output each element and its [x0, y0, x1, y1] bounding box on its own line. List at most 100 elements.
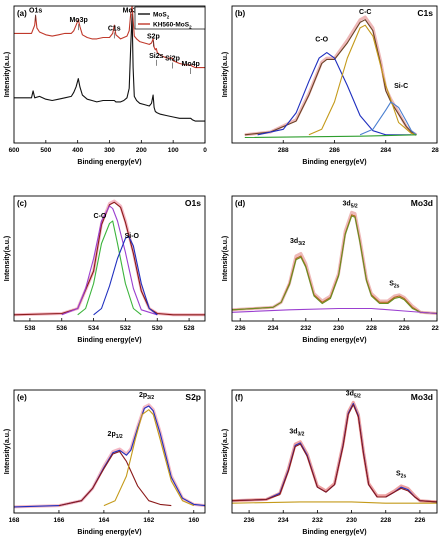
x-tick-label: 0: [203, 147, 207, 154]
x-axis-label: Binding energy(eV): [77, 529, 141, 536]
y-axis-label: Intensity(a.u.): [222, 236, 229, 282]
legend-entry: MoS2: [153, 12, 170, 20]
x-tick-label: 232: [312, 517, 323, 524]
peak-label: Si2p: [165, 56, 180, 63]
panel-label: (d): [235, 199, 246, 208]
x-tick-label: 234: [268, 325, 279, 332]
peak-label: Si-O: [125, 233, 140, 240]
x-tick-label: 160: [188, 517, 199, 524]
x-axis-label: Binding energy(eV): [77, 159, 141, 166]
x-tick-label: 100: [168, 147, 179, 154]
x-tick-label: 224: [432, 325, 439, 332]
panel-label: (f): [235, 393, 243, 402]
peak-label: 2p1/2: [108, 431, 123, 440]
series-line-5: [93, 235, 158, 316]
peak-label: Si-C: [394, 83, 408, 90]
panel-title: Mo3d: [411, 392, 433, 402]
peak-label: C-O: [315, 36, 328, 43]
plot-frame: [231, 5, 438, 144]
panel-title: S2p: [185, 392, 201, 402]
plot-frame: [13, 389, 206, 514]
series-line-3: [257, 52, 412, 136]
peak-label: S2p: [147, 34, 160, 41]
x-tick-label: 230: [346, 517, 357, 524]
peak-label: C1s: [108, 25, 121, 32]
peak-label: 3d3/2: [289, 429, 304, 438]
peak-label: 3d5/2: [343, 201, 358, 210]
peak-label: 2p3/2: [139, 392, 154, 401]
x-tick-label: 234: [278, 517, 289, 524]
y-axis-label: Intensity(a.u.): [222, 52, 229, 98]
series-line-1: [14, 13, 205, 122]
y-axis-label: Intensity(a.u.): [222, 429, 229, 475]
panel-title: C1s: [417, 8, 433, 18]
x-tick-label: 236: [235, 325, 246, 332]
x-tick-label: 226: [414, 517, 425, 524]
x-tick-label: 282: [432, 147, 439, 154]
x-axis-label: Binding energy(eV): [302, 529, 366, 536]
series-line-1: [231, 400, 438, 504]
peak-label: S2s: [389, 281, 399, 290]
x-tick-label: 528: [184, 325, 195, 332]
legend-box: [134, 6, 206, 30]
x-tick-label: 226: [399, 325, 410, 332]
series-line-2: [231, 214, 438, 315]
x-tick-label: 228: [366, 325, 377, 332]
series-line-3: [61, 205, 158, 316]
series-line-4: [231, 307, 438, 315]
x-tick-label: 536: [56, 325, 67, 332]
xps-panel-6: 236 234 232 230 228 226 Binding energy(eV) Inte…: [222, 389, 438, 536]
plot-frame: [13, 195, 206, 322]
x-tick-label: 530: [152, 325, 163, 332]
peak-label: C-C: [359, 9, 371, 16]
peak-label: C-O: [94, 213, 107, 220]
panel-title: O1s: [185, 198, 201, 208]
peak-label: O1s: [29, 8, 42, 15]
series-line-4: [103, 409, 195, 507]
xps-panel-3: 538 536 534 532 530 528 Binding energy(eV) Inte…: [4, 195, 206, 344]
plot-frame: [231, 389, 438, 514]
peak-label: Mo3d: [123, 8, 141, 15]
series-line-3: [231, 215, 438, 315]
series-line-5: [359, 101, 417, 136]
y-axis-label: Intensity(a.u.): [4, 236, 11, 282]
peak-label: Mo4p: [182, 61, 200, 68]
series-line-2: [14, 5, 205, 69]
x-tick-label: 162: [143, 517, 154, 524]
peak-label: Si2s: [149, 53, 164, 60]
series-line-1: [231, 210, 438, 315]
panel-label: (b): [235, 9, 246, 18]
series-line-1: [13, 403, 206, 509]
xps-panel-5: 168 166 164 162 160 Binding energy(eV) Intensi…: [4, 389, 206, 536]
x-tick-label: 532: [120, 325, 131, 332]
x-tick-label: 200: [136, 147, 147, 154]
series-line-1: [244, 15, 418, 137]
xps-panel-4: 236 234 232 230 228 226 224 Binding energy(eV) I…: [222, 195, 439, 344]
series-line-3: [231, 404, 438, 503]
series-line-2: [244, 19, 417, 136]
series-line-6: [244, 134, 417, 139]
series-line-1: [13, 199, 205, 317]
x-tick-label: 228: [380, 517, 391, 524]
x-tick-label: 236: [244, 517, 255, 524]
x-tick-label: 534: [88, 325, 99, 332]
x-tick-label: 286: [329, 147, 340, 154]
x-tick-label: 600: [9, 147, 20, 154]
x-axis-label: Binding energy(eV): [302, 159, 366, 166]
x-tick-label: 168: [9, 517, 20, 524]
xps-panel-2: 288 286 284 282 Binding energy(eV) Intensity(…: [222, 5, 439, 166]
x-tick-label: 166: [54, 517, 65, 524]
x-tick-label: 230: [333, 325, 344, 332]
panel-title: Mo3d: [411, 198, 433, 208]
legend-entry: KH560-MoS2: [153, 22, 192, 30]
x-tick-label: 232: [300, 325, 311, 332]
series-line-4: [231, 501, 437, 504]
x-tick-label: 164: [98, 517, 109, 524]
y-axis-label: Intensity(a.u.): [4, 52, 11, 98]
y-axis-label: Intensity(a.u.): [4, 429, 11, 475]
panel-label: (e): [17, 393, 27, 402]
peak-label: 3d5/2: [346, 391, 361, 400]
series-line-2: [13, 201, 205, 316]
peak-label: 3d3/2: [290, 238, 305, 247]
